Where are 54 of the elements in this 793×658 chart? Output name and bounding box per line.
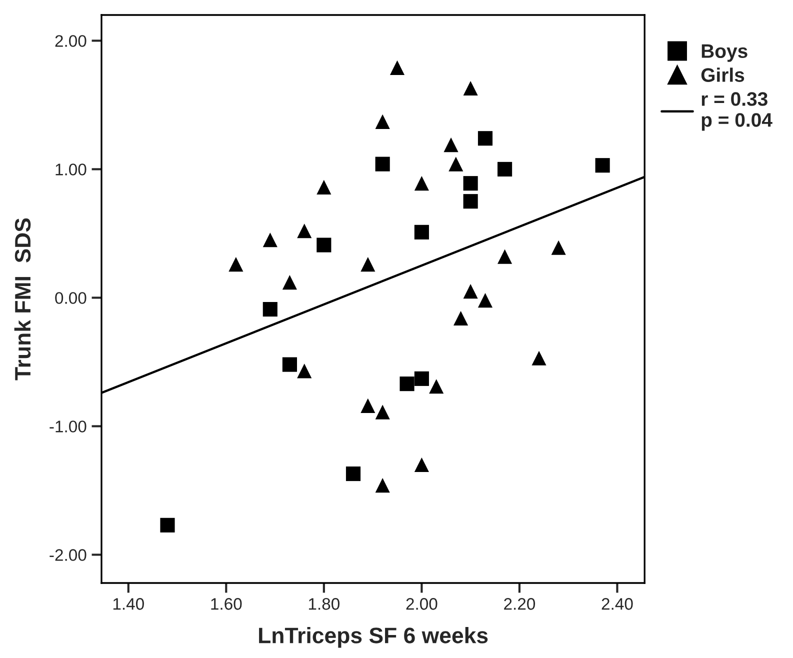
legend-label: Boys bbox=[702, 44, 748, 62]
point bbox=[262, 232, 278, 248]
point bbox=[498, 162, 512, 176]
point bbox=[282, 357, 297, 372]
y-tick-label: 2.00 bbox=[55, 35, 86, 47]
point bbox=[390, 60, 405, 75]
point bbox=[478, 293, 493, 308]
point bbox=[498, 249, 512, 264]
x-tick-label: 2.00 bbox=[406, 598, 438, 610]
point bbox=[228, 257, 244, 272]
point bbox=[454, 310, 468, 326]
point bbox=[463, 284, 478, 299]
point bbox=[551, 240, 566, 255]
point bbox=[400, 376, 414, 392]
point bbox=[463, 176, 478, 191]
point bbox=[262, 302, 278, 317]
point bbox=[316, 238, 332, 252]
point bbox=[595, 158, 610, 173]
legend-label: r = 0.33 p = 0.04 bbox=[702, 92, 772, 131]
point bbox=[375, 404, 390, 420]
point bbox=[360, 257, 376, 272]
x-tick-label: 1.80 bbox=[308, 598, 340, 610]
point bbox=[414, 224, 429, 240]
point bbox=[414, 457, 429, 472]
x-tick-label: 2.40 bbox=[602, 598, 633, 610]
x-tick-label: 1.40 bbox=[113, 598, 144, 610]
point bbox=[160, 518, 175, 532]
x-tick-label: 1.60 bbox=[211, 598, 242, 610]
y-tick-label: 0.00 bbox=[55, 292, 86, 304]
point bbox=[444, 138, 458, 152]
point bbox=[346, 466, 361, 482]
y-tick-label: 1.00 bbox=[56, 164, 86, 176]
point bbox=[316, 180, 332, 194]
y-axis-title: Trunk FMI SDS bbox=[14, 218, 31, 380]
point bbox=[532, 350, 546, 366]
y-tick-label: -2.00 bbox=[50, 549, 86, 561]
point bbox=[360, 398, 376, 413]
point bbox=[375, 114, 390, 129]
point bbox=[463, 194, 478, 209]
point bbox=[375, 156, 390, 172]
point bbox=[448, 156, 464, 172]
y-tick-label: -1.00 bbox=[50, 420, 86, 432]
point bbox=[282, 275, 297, 290]
point bbox=[297, 224, 312, 238]
point bbox=[478, 131, 493, 146]
x-axis-title: LnTriceps SF 6 weeks bbox=[259, 627, 488, 648]
legend-label: Girls bbox=[701, 68, 744, 82]
point bbox=[414, 176, 429, 191]
x-tick-label: 2.20 bbox=[504, 598, 536, 610]
point bbox=[429, 379, 444, 394]
point bbox=[463, 80, 478, 96]
point bbox=[375, 478, 390, 493]
point bbox=[297, 364, 312, 378]
point bbox=[414, 371, 429, 386]
